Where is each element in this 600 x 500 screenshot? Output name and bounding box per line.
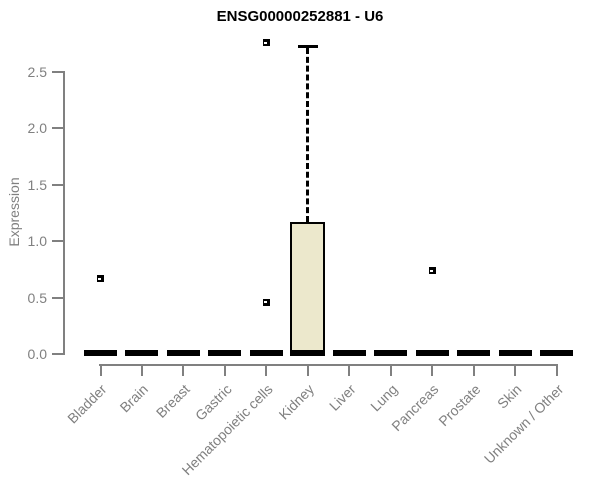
outlier-point-slit [263, 301, 267, 304]
x-category-label: Breast [152, 381, 193, 421]
y-axis-tick [52, 127, 63, 130]
x-axis-line [99, 364, 559, 366]
median-bar [457, 350, 491, 356]
x-axis-tick [182, 366, 185, 376]
x-category-label: Prostate [434, 381, 484, 430]
x-category-label: Brain [116, 381, 152, 416]
y-tick-label: 0.0 [27, 346, 47, 362]
y-tick-label: 1.0 [27, 233, 47, 250]
outlier-point [262, 298, 270, 306]
outlier-point-slit [263, 41, 267, 44]
median-bar [332, 350, 366, 356]
x-axis-tick [348, 366, 351, 376]
outlier-point [97, 275, 104, 283]
chart-title: ENSG00000252881 - U6 [216, 8, 384, 25]
box-iqr [290, 222, 326, 353]
median-bar [208, 350, 242, 356]
x-axis-tick [306, 366, 309, 376]
y-axis-tick [52, 71, 63, 73]
y-axis-tick [52, 353, 63, 355]
x-axis-tick [555, 366, 558, 376]
x-axis-tick [140, 366, 143, 376]
outlier-point-slit [98, 277, 101, 280]
median-bar [540, 350, 574, 356]
y-tick-label: 1.5 [27, 176, 47, 193]
x-axis-tick [514, 366, 517, 376]
x-axis-tick [389, 366, 392, 376]
x-axis-tick [265, 366, 268, 376]
x-axis-tick [472, 366, 475, 376]
x-axis-tick [431, 366, 434, 376]
y-axis-tick [52, 296, 63, 299]
median-bar [415, 350, 449, 356]
y-tick-label: 2.0 [27, 120, 47, 137]
x-category-label: Bladder [64, 381, 110, 427]
x-category-label: Liver [325, 381, 359, 414]
x-category-label: Unknown / Other [480, 381, 566, 467]
y-tick-label: 2.5 [27, 64, 47, 80]
upper-whisker [306, 48, 310, 223]
median-bar [84, 350, 117, 356]
median-bar [374, 350, 408, 356]
outlier-point [262, 39, 270, 47]
y-axis-line [63, 71, 65, 355]
y-tick-label: 0.5 [27, 289, 47, 306]
whisker-cap [297, 45, 318, 49]
x-category-label: Lung [366, 381, 401, 415]
median-bar [125, 350, 159, 356]
outlier-point-slit [429, 269, 433, 272]
x-category-label: Skin [493, 381, 525, 412]
y-axis-tick [52, 240, 63, 243]
x-category-label: Kidney [275, 381, 318, 423]
median-bar [166, 350, 200, 356]
median-bar [249, 350, 283, 356]
median-bar [290, 350, 326, 356]
outlier-point [428, 267, 436, 275]
x-axis-tick [99, 366, 102, 376]
x-axis-tick [223, 366, 226, 376]
y-axis-tick [52, 183, 63, 186]
median-bar [498, 350, 532, 356]
